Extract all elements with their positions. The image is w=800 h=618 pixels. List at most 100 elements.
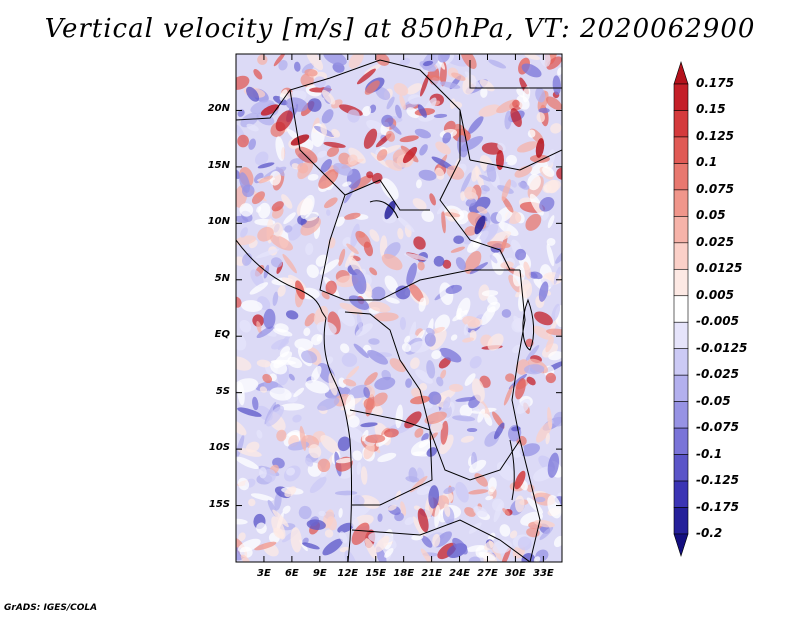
field-blob <box>320 123 328 136</box>
field-blob <box>236 215 249 223</box>
field-blob <box>419 383 428 391</box>
field-blob <box>256 321 263 335</box>
field-blob <box>363 241 373 257</box>
border-sahara <box>236 59 471 161</box>
field-blob <box>443 486 455 495</box>
field-blob <box>492 498 505 512</box>
field-blob <box>557 67 562 76</box>
field-blob <box>366 119 385 133</box>
field-blob <box>477 408 486 423</box>
colorbar-swatch <box>673 216 689 244</box>
field-blob <box>501 546 511 562</box>
field-blob <box>313 76 326 88</box>
field-blob <box>508 373 527 390</box>
colorbar-swatch <box>673 533 689 557</box>
field-blob <box>236 235 257 246</box>
field-blobs <box>236 54 562 562</box>
colorbar-swatch <box>673 374 689 402</box>
field-blob <box>443 212 461 218</box>
field-blob <box>270 360 288 375</box>
field-blob <box>241 300 263 312</box>
colorbar-label: -0.175 <box>696 499 739 514</box>
field-blob <box>489 254 498 264</box>
field-blob <box>258 175 273 184</box>
field-blob <box>275 136 285 161</box>
field-blob <box>536 112 545 123</box>
field-blob <box>546 96 562 111</box>
field-blob <box>299 425 307 451</box>
field-blob <box>496 461 514 481</box>
colorbar-label: -0.0125 <box>696 340 748 355</box>
field-blob <box>262 373 273 384</box>
field-blob <box>369 229 380 242</box>
field-blob <box>399 135 419 143</box>
field-blob <box>236 378 259 393</box>
field-blob <box>522 86 531 103</box>
field-blob <box>416 179 422 189</box>
field-blob <box>436 376 444 387</box>
colorbar-label: 0.15 <box>696 102 726 117</box>
field-blob <box>492 539 512 554</box>
field-blob <box>527 173 541 191</box>
field-blob <box>306 264 319 278</box>
field-blob <box>236 333 247 351</box>
colorbar-label: -0.05 <box>696 393 731 408</box>
field-blob <box>326 146 340 157</box>
field-blob <box>444 503 451 517</box>
field-blob <box>276 429 287 442</box>
field-blob <box>417 261 425 271</box>
field-blob <box>377 452 397 463</box>
field-blob <box>501 309 512 318</box>
field-blob <box>406 107 420 119</box>
colorbar-label: 0.005 <box>696 287 734 302</box>
field-blob <box>385 130 395 142</box>
field-blob <box>439 81 461 89</box>
field-blob <box>428 75 443 81</box>
field-blob <box>516 88 525 98</box>
colorbar-swatch <box>673 401 689 429</box>
field-blob <box>273 54 286 67</box>
field-blob <box>240 227 248 238</box>
field-blob <box>366 171 374 179</box>
field-blob <box>348 147 366 164</box>
field-blob <box>293 61 301 72</box>
field-blob <box>459 404 473 418</box>
field-blob <box>300 216 321 236</box>
colorbar-label: 0.125 <box>696 128 734 143</box>
field-blob <box>397 228 404 240</box>
field-blob <box>236 419 247 436</box>
field-blob <box>511 443 525 458</box>
field-blob <box>356 68 376 85</box>
field-blob <box>536 421 553 443</box>
colorbar-swatch <box>673 61 689 85</box>
field-blob <box>384 548 394 558</box>
lon-label: 9E <box>312 568 327 579</box>
field-blob <box>460 435 475 443</box>
field-blob <box>237 477 250 491</box>
field-blob <box>452 415 476 422</box>
field-blob <box>532 325 553 340</box>
field-blob <box>308 444 322 459</box>
field-blob <box>547 406 553 430</box>
field-blob <box>386 96 395 110</box>
field-blob <box>239 319 252 333</box>
field-blob <box>324 529 334 538</box>
colorbar-swatch <box>673 189 689 217</box>
field-blob <box>306 519 326 530</box>
field-blob <box>416 486 432 496</box>
field-blob <box>441 210 446 234</box>
field-blob <box>250 269 264 288</box>
field-blob <box>419 144 428 156</box>
field-blob <box>239 172 250 193</box>
field-blob <box>401 343 412 353</box>
field-blob <box>307 98 322 112</box>
field-blob <box>331 128 341 138</box>
field-blob <box>516 141 538 153</box>
field-blob <box>415 369 433 384</box>
field-blob <box>371 392 388 407</box>
field-blob <box>421 209 435 223</box>
field-blob <box>256 522 267 534</box>
field-blob <box>489 231 512 243</box>
field-blob <box>286 467 296 476</box>
field-blob <box>424 332 436 347</box>
